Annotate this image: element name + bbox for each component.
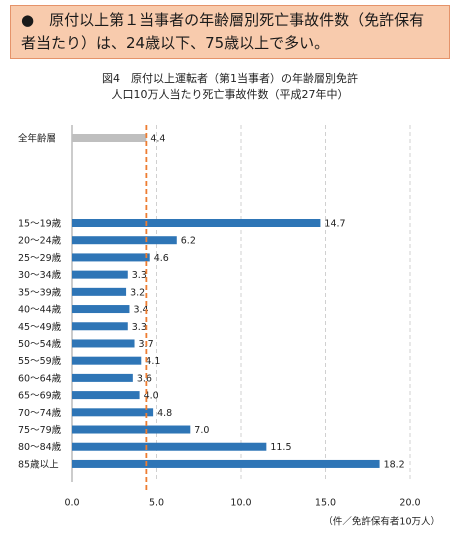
value-label: 3.3 — [132, 322, 147, 333]
bar — [72, 287, 127, 296]
y-tick-label: 25～29歳 — [18, 252, 62, 264]
y-tick-label: 40～44歳 — [18, 304, 62, 316]
chart-subtitle: 人口10万人当たり死亡事故件数（平成27年中） — [112, 87, 349, 101]
value-label: 4.0 — [144, 391, 159, 402]
bar — [72, 322, 128, 331]
y-tick-label: 35～39歳 — [18, 286, 62, 298]
bar — [72, 373, 133, 382]
bar — [72, 442, 267, 451]
value-label: 3.4 — [133, 305, 148, 316]
y-tick-label: 70～74歳 — [18, 407, 62, 419]
value-label: 4.6 — [154, 253, 169, 264]
bar — [72, 459, 380, 468]
y-tick-label: 20～24歳 — [18, 235, 62, 247]
bar — [72, 356, 142, 365]
bar — [72, 236, 177, 245]
bar — [72, 219, 321, 227]
x-tick-label: 0.0 — [64, 498, 79, 509]
y-tick-label: 45～49歳 — [18, 321, 62, 333]
value-label: 4.4 — [150, 134, 165, 145]
value-label: 3.6 — [137, 373, 152, 384]
y-tick-label: 30～34歳 — [18, 269, 62, 281]
y-tick-label: 全年齢層 — [18, 133, 56, 145]
value-label: 4.8 — [157, 408, 172, 419]
bar — [72, 408, 154, 417]
bar — [72, 270, 128, 279]
y-tick-label: 65～69歳 — [18, 390, 62, 402]
bar — [72, 339, 135, 348]
x-unit-label: （件／免許保有者10万人） — [323, 516, 440, 528]
x-tick-label: 15.0 — [315, 498, 336, 509]
value-label: 7.0 — [194, 425, 209, 436]
bar — [72, 134, 147, 142]
value-label: 18.2 — [384, 459, 405, 470]
value-label: 14.7 — [324, 219, 345, 230]
y-tick-label: 60～64歳 — [18, 372, 62, 384]
x-tick-label: 5.0 — [149, 498, 164, 509]
y-tick-label: 80～84歳 — [18, 441, 62, 453]
value-label: 4.1 — [145, 356, 160, 367]
bar — [72, 391, 140, 400]
chart-title: 図4 原付以上運転者（第1当事者）の年齢層別免許 — [102, 71, 358, 85]
x-tick-label: 10.0 — [230, 498, 251, 509]
y-tick-label: 85歳以上 — [18, 458, 59, 470]
value-label: 3.2 — [130, 287, 145, 298]
value-label: 6.2 — [181, 236, 196, 247]
y-tick-label: 55～59歳 — [18, 355, 62, 367]
y-tick-label: 15～19歳 — [18, 218, 62, 230]
bar — [72, 253, 150, 262]
value-label: 11.5 — [270, 442, 291, 453]
y-tick-label: 50～54歳 — [18, 338, 62, 350]
x-tick-label: 20.0 — [399, 498, 420, 509]
header: ● 原付以上第１当事者の年齢層別死亡事故件数（免許保有者当たり）は、24歳以下、… — [10, 5, 450, 59]
bar — [72, 305, 130, 314]
bar — [72, 425, 191, 434]
value-label: 3.3 — [132, 270, 147, 281]
y-tick-label: 75～79歳 — [18, 424, 62, 436]
